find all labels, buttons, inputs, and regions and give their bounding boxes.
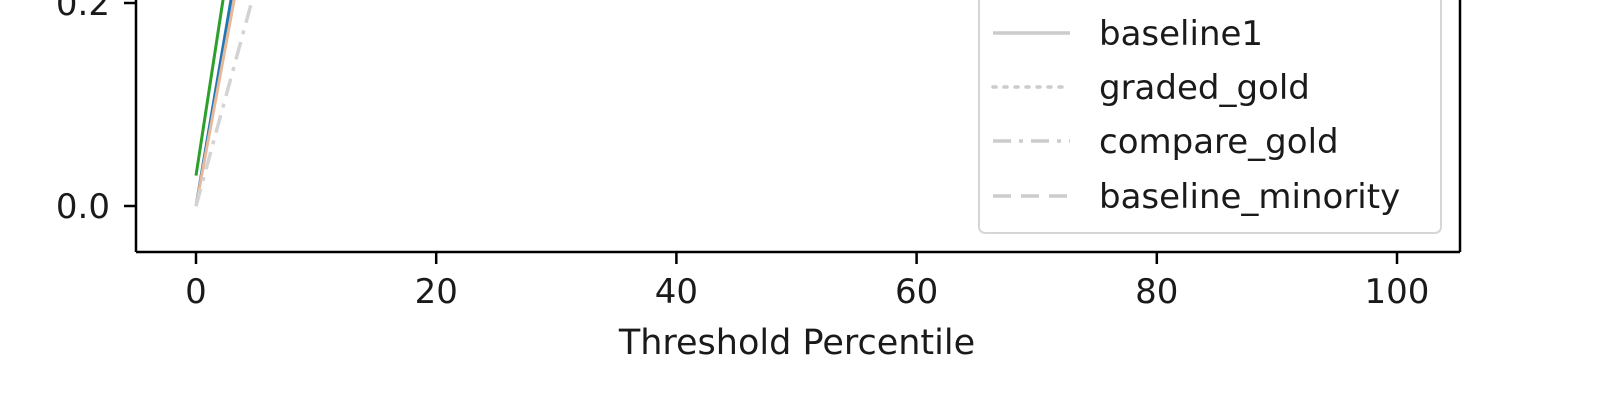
axes	[134, 0, 1462, 254]
x-ticks: 0 20 40 60 80 100	[185, 252, 1429, 312]
series-line-3	[194, 0, 236, 207]
legend-box	[978, 0, 1442, 234]
y-ticks: 0.0 0.2	[56, 0, 136, 227]
x-tick-label: 40	[655, 272, 698, 312]
x-tick-label: 100	[1365, 272, 1430, 312]
y-tick-label: 0.0	[56, 187, 110, 227]
x-tick-label: 20	[415, 272, 458, 312]
legend: baseline1 graded_gold compare_gold baseline…	[978, 0, 1442, 234]
x-tick-label: 0	[185, 272, 207, 312]
series-line-2	[194, 0, 225, 176]
series-line-4	[194, 0, 254, 207]
legend-label-graded_gold: graded_gold	[1099, 68, 1310, 108]
legend-label-baseline_minority: baseline_minority	[1099, 177, 1400, 217]
legend-label-baseline1: baseline1	[1099, 14, 1263, 54]
y-tick-label: 0.2	[56, 0, 110, 24]
series-layer	[194, 0, 254, 207]
legend-label-compare_gold: compare_gold	[1099, 122, 1339, 162]
x-tick-label: 60	[895, 272, 938, 312]
x-tick-label: 80	[1135, 272, 1178, 312]
x-axis-label: Threshold Percentile	[618, 323, 975, 363]
